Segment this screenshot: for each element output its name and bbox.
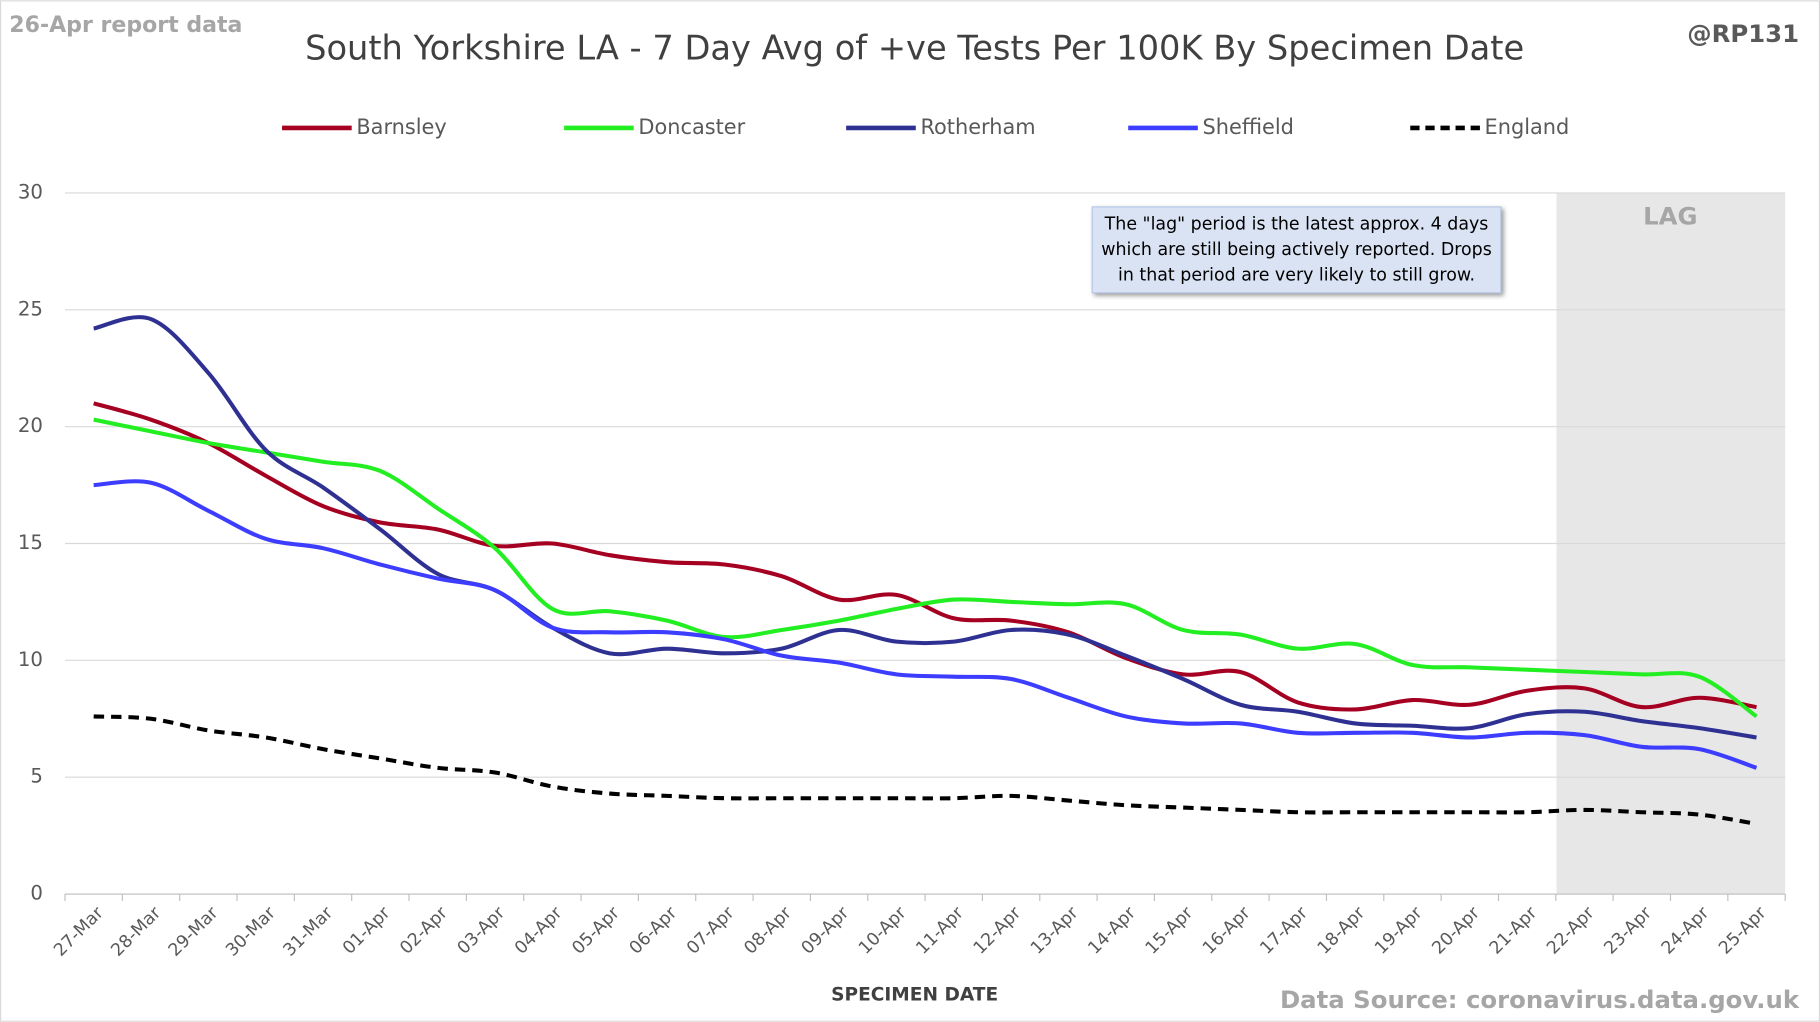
legend-label: Barnsley xyxy=(356,115,446,139)
y-tick-label: 20 xyxy=(18,414,43,437)
annotation-box xyxy=(1091,206,1502,294)
chart-title: South Yorkshire LA - 7 Day Avg of +ve Te… xyxy=(305,29,1524,68)
legend-label: Sheffield xyxy=(1203,115,1294,139)
legend-label: England xyxy=(1485,115,1570,139)
source: Data Source: coronavirus.data.gov.uk xyxy=(1280,985,1800,1014)
x-axis-label: SPECIMEN DATE xyxy=(831,985,998,1006)
annotation-line: in that period are very likely to still … xyxy=(1118,265,1475,285)
legend-label: Rotherham xyxy=(920,115,1035,139)
annotation-line: which are still being actively reported.… xyxy=(1101,240,1492,260)
series-line xyxy=(93,479,1758,770)
handle: @RP131 xyxy=(1687,19,1799,48)
y-tick-label: 15 xyxy=(18,531,43,554)
legend-label: Doncaster xyxy=(638,115,745,139)
lag-label: LAG xyxy=(1643,201,1697,230)
y-tick-label: 10 xyxy=(18,648,43,671)
report-note: 26-Apr report data xyxy=(9,13,242,38)
series-line xyxy=(93,315,1757,740)
y-tick-label: 5 xyxy=(30,765,43,788)
series-line xyxy=(93,417,1758,719)
annotation-line: The "lag" period is the latest approx. 4… xyxy=(1104,214,1489,234)
y-tick-label: 0 xyxy=(30,882,43,905)
y-tick-label: 25 xyxy=(18,297,43,320)
series-line xyxy=(93,714,1757,826)
y-tick-label: 30 xyxy=(18,180,43,203)
